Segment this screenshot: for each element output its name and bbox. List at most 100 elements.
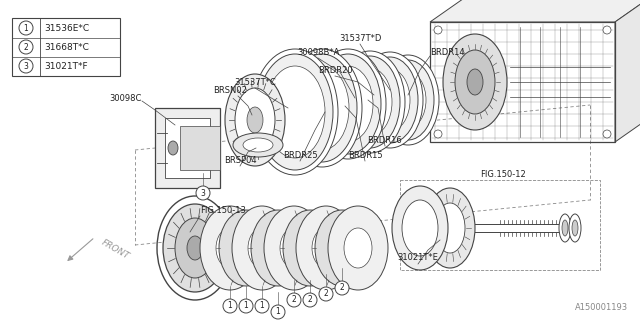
Ellipse shape — [287, 54, 357, 162]
Text: 3: 3 — [24, 61, 28, 70]
Ellipse shape — [168, 141, 178, 155]
Ellipse shape — [569, 214, 581, 242]
Ellipse shape — [425, 188, 475, 268]
Bar — [12, 18, 120, 76]
Ellipse shape — [298, 231, 322, 265]
Ellipse shape — [265, 66, 325, 158]
Text: BRSP04: BRSP04 — [224, 156, 256, 164]
Ellipse shape — [266, 231, 290, 265]
Ellipse shape — [295, 66, 349, 150]
Ellipse shape — [187, 236, 203, 260]
Bar — [165, 118, 210, 178]
Ellipse shape — [402, 200, 438, 256]
Bar — [400, 180, 600, 270]
Ellipse shape — [328, 206, 388, 290]
Ellipse shape — [235, 88, 275, 152]
Text: BRDR15: BRDR15 — [348, 150, 382, 159]
Ellipse shape — [315, 54, 381, 154]
Text: FIG.150-12: FIG.150-12 — [480, 170, 525, 179]
Text: 30098B*A: 30098B*A — [297, 47, 339, 57]
Ellipse shape — [175, 218, 215, 278]
Circle shape — [196, 186, 210, 200]
Ellipse shape — [377, 55, 439, 145]
Ellipse shape — [572, 220, 578, 236]
Ellipse shape — [200, 206, 260, 290]
Text: 31021T*F: 31021T*F — [44, 61, 88, 70]
Ellipse shape — [234, 231, 258, 265]
Ellipse shape — [392, 186, 448, 270]
Ellipse shape — [603, 130, 611, 138]
Ellipse shape — [435, 203, 465, 253]
Text: BRSN02: BRSN02 — [213, 85, 247, 94]
Ellipse shape — [382, 60, 434, 140]
Ellipse shape — [264, 206, 324, 290]
Ellipse shape — [434, 130, 442, 138]
Ellipse shape — [247, 107, 263, 133]
Circle shape — [19, 21, 33, 35]
Text: 1: 1 — [276, 308, 280, 316]
Ellipse shape — [283, 210, 337, 286]
Ellipse shape — [443, 34, 507, 130]
Circle shape — [223, 299, 237, 313]
Ellipse shape — [362, 57, 418, 143]
Ellipse shape — [340, 56, 400, 148]
Text: 31537T*C: 31537T*C — [234, 77, 276, 86]
Text: 1: 1 — [228, 301, 232, 310]
Ellipse shape — [252, 49, 338, 175]
Ellipse shape — [467, 69, 483, 95]
Text: BRDR16: BRDR16 — [367, 135, 403, 145]
Text: 2: 2 — [324, 290, 328, 299]
Text: 1: 1 — [244, 301, 248, 310]
Bar — [155, 108, 220, 188]
Circle shape — [287, 293, 301, 307]
Ellipse shape — [282, 49, 362, 167]
Polygon shape — [430, 0, 640, 22]
Text: BRDR20: BRDR20 — [317, 66, 352, 75]
Ellipse shape — [323, 66, 373, 142]
Bar — [430, 22, 615, 142]
Text: 2: 2 — [308, 295, 312, 305]
Circle shape — [19, 59, 33, 73]
Ellipse shape — [243, 138, 273, 152]
Circle shape — [319, 287, 333, 301]
Text: 3: 3 — [200, 188, 205, 197]
Text: FIG.150-13: FIG.150-13 — [200, 205, 246, 214]
Ellipse shape — [163, 204, 227, 292]
Bar — [180, 126, 220, 170]
Text: 2: 2 — [24, 43, 28, 52]
Circle shape — [271, 305, 285, 319]
Ellipse shape — [344, 228, 372, 268]
Circle shape — [335, 281, 349, 295]
Ellipse shape — [310, 49, 386, 159]
Ellipse shape — [312, 228, 340, 268]
Ellipse shape — [603, 26, 611, 34]
Text: 31536E*C: 31536E*C — [44, 23, 89, 33]
Text: 2: 2 — [340, 284, 344, 292]
Circle shape — [239, 299, 253, 313]
Ellipse shape — [455, 50, 495, 114]
Ellipse shape — [257, 54, 333, 170]
Ellipse shape — [248, 228, 276, 268]
Text: 31021T*E: 31021T*E — [397, 253, 438, 262]
Text: 31668T*C: 31668T*C — [44, 43, 89, 52]
Text: BRDR25: BRDR25 — [283, 150, 317, 159]
Polygon shape — [615, 0, 640, 142]
Text: 1: 1 — [260, 301, 264, 310]
Text: BRDR14: BRDR14 — [430, 47, 465, 57]
Ellipse shape — [559, 214, 571, 242]
Text: 30098C: 30098C — [109, 93, 142, 102]
Circle shape — [19, 40, 33, 54]
Circle shape — [303, 293, 317, 307]
Ellipse shape — [233, 133, 283, 157]
Ellipse shape — [251, 210, 305, 286]
Text: FRONT: FRONT — [100, 238, 131, 261]
Ellipse shape — [348, 68, 392, 136]
Ellipse shape — [225, 74, 285, 166]
Ellipse shape — [280, 228, 308, 268]
Ellipse shape — [296, 206, 356, 290]
Circle shape — [255, 299, 269, 313]
Ellipse shape — [357, 52, 423, 148]
Ellipse shape — [219, 210, 273, 286]
Ellipse shape — [434, 26, 442, 34]
Ellipse shape — [232, 206, 292, 290]
